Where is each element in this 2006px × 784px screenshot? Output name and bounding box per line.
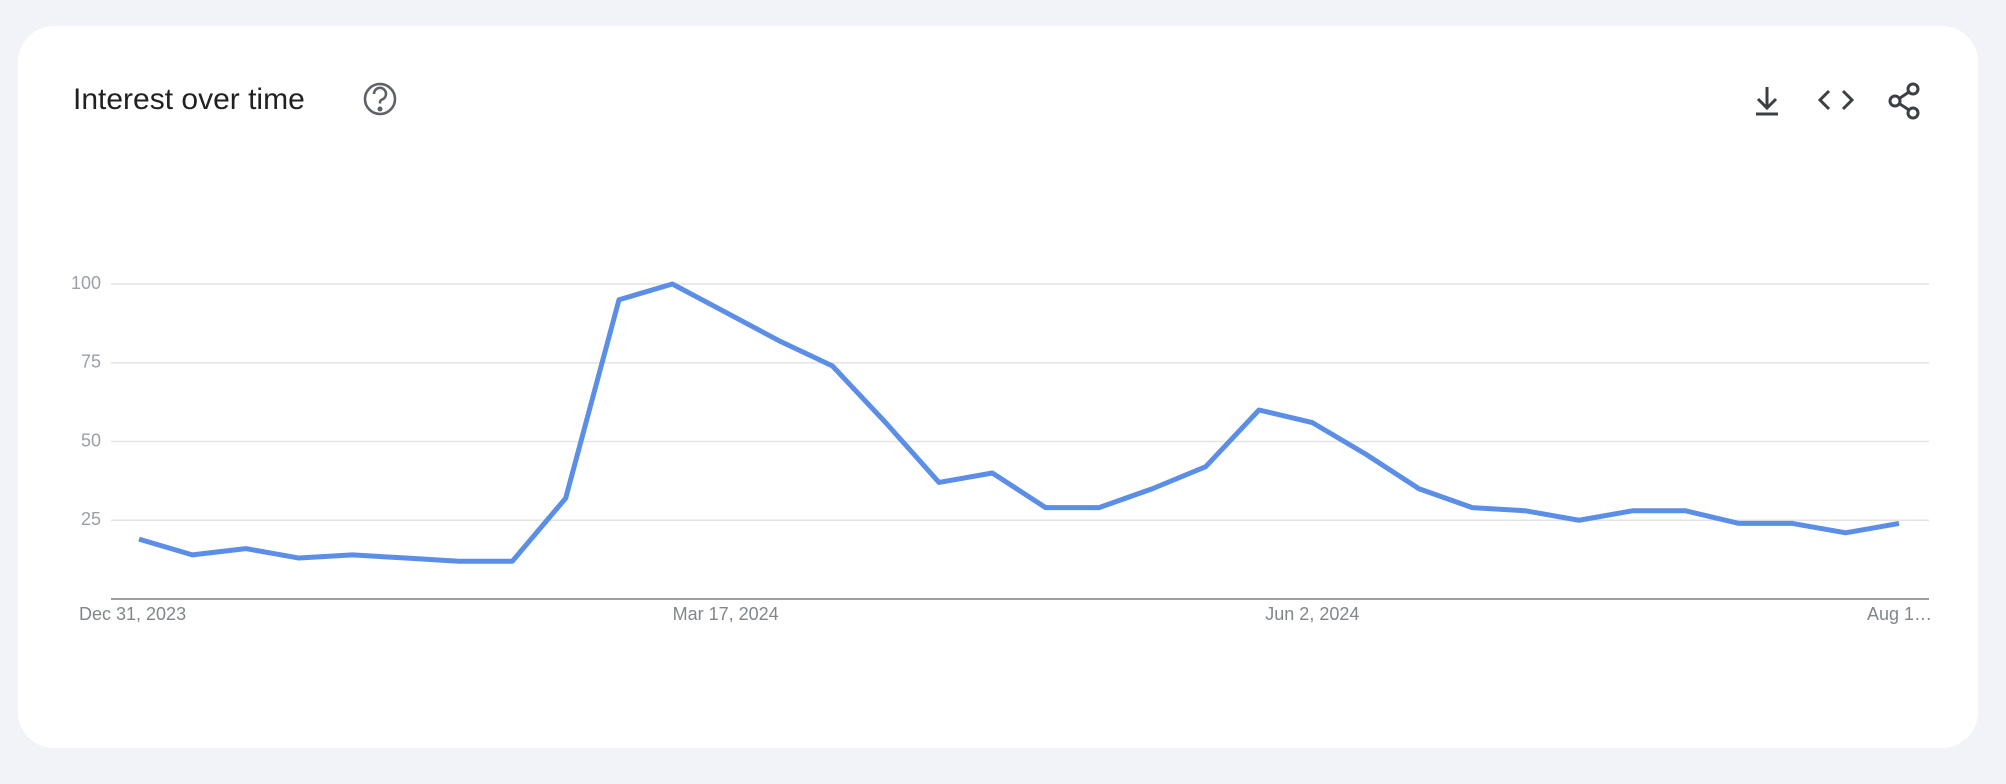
card [18,26,1978,748]
x-tick-label: Aug 1… [1867,604,1932,624]
embed-icon[interactable] [1817,89,1855,111]
line-series [138,281,1900,564]
y-tick-label: 75 [81,352,101,372]
y-tick-label: 25 [81,509,101,529]
download-icon[interactable] [1756,87,1778,116]
help-icon[interactable] [363,82,397,116]
y-tick-label: 100 [71,273,101,293]
x-tick-label: Mar 17, 2024 [673,604,779,624]
x-tick-label: Dec 31, 2023 [79,604,186,624]
chart-title: Interest over time [73,83,305,116]
share-icon[interactable] [1888,82,1920,120]
y-tick-label: 50 [81,430,101,450]
x-tick-label: Jun 2, 2024 [1265,604,1359,624]
